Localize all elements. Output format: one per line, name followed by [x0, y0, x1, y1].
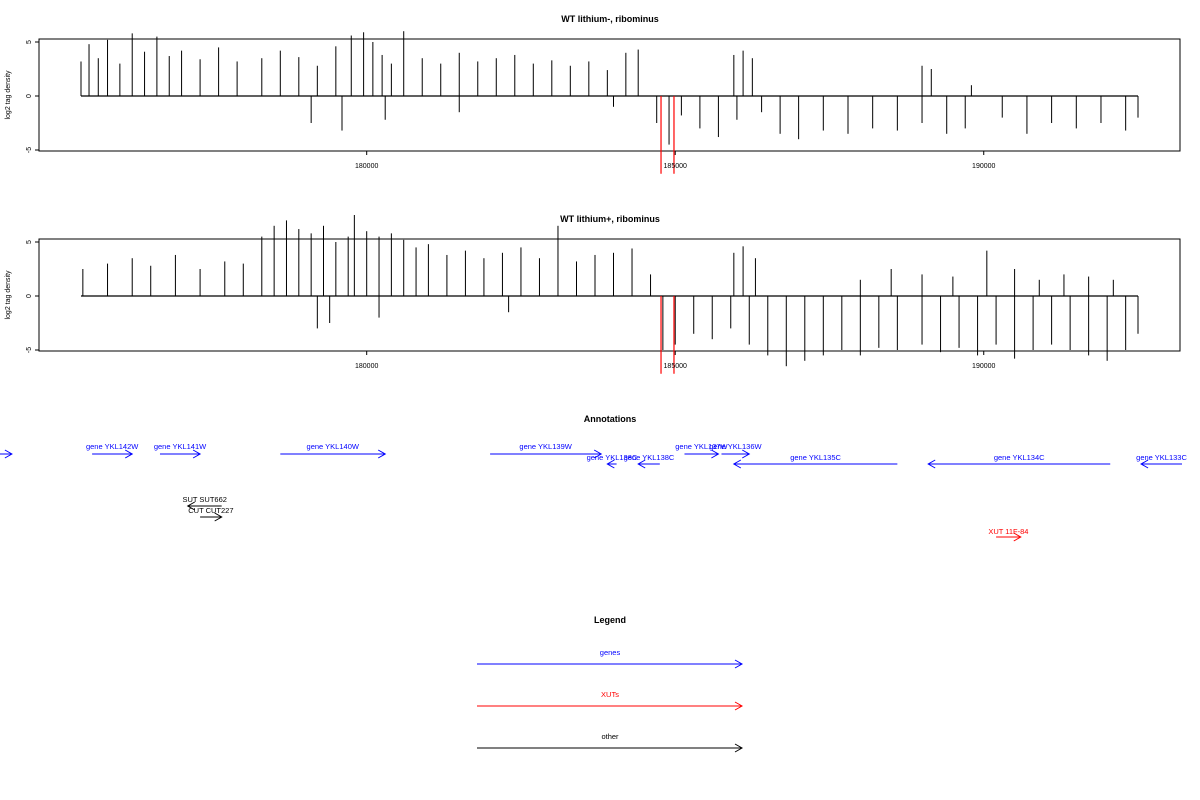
x-tick-label: 180000 — [355, 363, 378, 370]
plot-frame — [38, 38, 1181, 152]
axes: -5 0 5 180000 185000 190000 — [26, 240, 996, 370]
annotations-title: Annotations — [584, 414, 637, 424]
gene-arrow-reverse — [732, 459, 898, 469]
annotations-track: Annotations gene YKL143Wgene YKL142Wgene… — [0, 414, 1187, 542]
gene-arrow-forward — [0, 449, 13, 459]
gene-label: gene YKL138C — [587, 453, 638, 462]
gene-label: gene YKL134C — [994, 453, 1045, 462]
chart-panel-lithium-minus: WT lithium-, ribominus -5 0 5 180000 185000 1… — [5, 14, 1181, 174]
legend-label: XUTs — [601, 690, 619, 699]
signal-bars — [81, 215, 1139, 374]
gene-arrow-reverse — [637, 459, 660, 469]
gene-label: gene YKL136W — [709, 442, 762, 451]
y-axis-label: log2 tag density — [5, 70, 12, 120]
x-tick-label: 190000 — [972, 163, 995, 170]
gene-label: gene YKL141W — [154, 442, 207, 451]
y-tick-label: -5 — [26, 147, 33, 153]
gene-label: gene YKL133C — [1136, 453, 1187, 462]
legend-label: genes — [600, 648, 621, 657]
chart-title: WT lithium+, ribominus — [560, 214, 660, 224]
gene-label: gene YKL137W — [675, 442, 728, 451]
gene-label: gene YKL142W — [86, 442, 139, 451]
x-tick-label: 190000 — [972, 363, 995, 370]
legend-item: other — [477, 732, 744, 753]
legend-item: genes — [477, 648, 744, 669]
legend-items: genes XUTs other — [477, 648, 744, 753]
legend-title: Legend — [594, 615, 626, 625]
xut-label: XUT 11F-84 — [988, 527, 1028, 536]
xut-arrow — [996, 532, 1022, 542]
y-tick-label: 5 — [26, 40, 33, 44]
gene-arrow-forward — [721, 449, 751, 459]
y-tick-label: 5 — [26, 240, 33, 244]
x-tick-label: 185000 — [664, 363, 687, 370]
signal-bars — [80, 31, 1139, 174]
other-arrow — [200, 512, 223, 522]
y-axis-label: log2 tag density — [5, 270, 12, 320]
gene-arrow-forward — [280, 449, 387, 459]
y-tick-label: 0 — [26, 294, 33, 298]
gene-arrow-reverse — [927, 459, 1111, 469]
legend-item: XUTs — [477, 690, 744, 711]
chart-panel-lithium-plus: WT lithium+, ribominus -5 0 5 180000 185000 1… — [5, 214, 1181, 374]
y-tick-label: 0 — [26, 94, 33, 98]
gene-arrow-forward — [159, 449, 202, 459]
other-label: SUT SUT662 — [182, 495, 226, 504]
gene-label: gene YKL140W — [307, 442, 360, 451]
axes: -5 0 5 180000 185000 190000 — [26, 40, 996, 170]
gene-label: gene YKL138C — [624, 453, 675, 462]
x-tick-label: 185000 — [664, 163, 687, 170]
gene-arrow-forward — [684, 449, 720, 459]
gene-arrow-forward — [490, 449, 603, 459]
x-tick-label: 180000 — [355, 163, 378, 170]
other-label: CUT CUT227 — [188, 506, 233, 515]
chart-title: WT lithium-, ribominus — [561, 14, 659, 24]
gene-arrow-reverse — [1140, 459, 1182, 469]
plot-frame — [38, 238, 1181, 352]
gene-label: gene YKL135C — [790, 453, 841, 462]
y-tick-label: -5 — [26, 347, 33, 353]
other-arrow — [186, 501, 222, 511]
legend-label: other — [601, 732, 619, 741]
legend: Legend genes XUTs other — [477, 615, 744, 753]
gene-label: gene YKL139W — [519, 442, 572, 451]
gene-arrow-reverse — [606, 459, 617, 469]
gene-arrow-forward — [92, 449, 134, 459]
